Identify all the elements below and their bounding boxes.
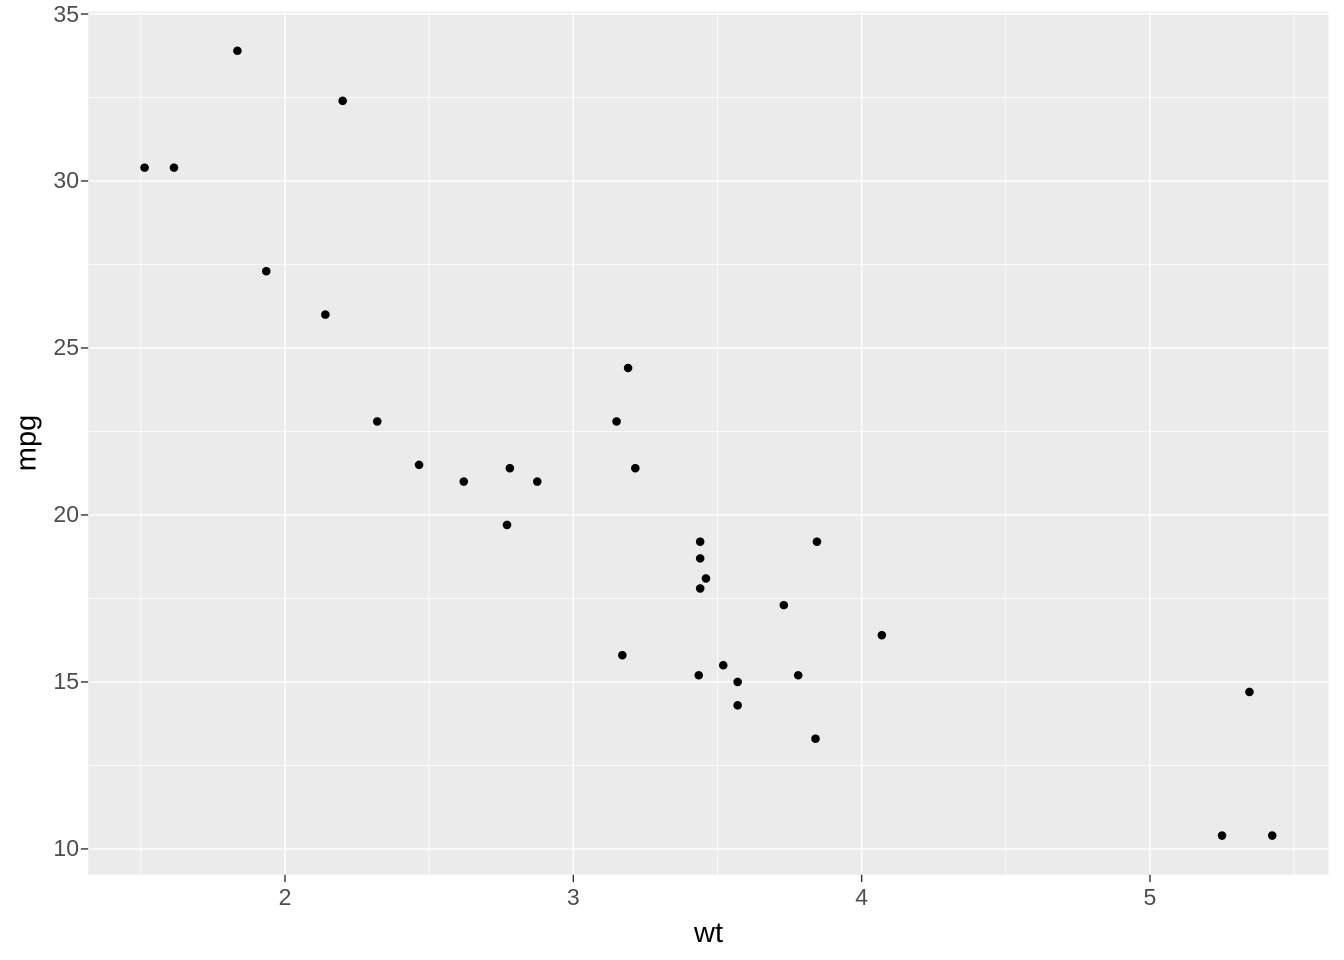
y-tick-label: 20: [53, 501, 79, 528]
data-point: [372, 417, 382, 426]
data-point: [733, 701, 742, 710]
data-point: [812, 537, 822, 546]
data-point: [793, 670, 803, 680]
data-point: [140, 163, 149, 172]
data-point: [733, 677, 742, 687]
data-point: [694, 670, 704, 680]
data-point: [811, 734, 820, 744]
plot-panel: [88, 11, 1329, 875]
data-point: [1267, 831, 1277, 840]
y-tick-label: 35: [53, 0, 79, 27]
data-point: [1245, 687, 1254, 697]
data-point: [502, 520, 512, 530]
data-point: [695, 554, 705, 563]
data-point: [701, 574, 711, 583]
data-point: [612, 417, 621, 426]
data-point: [718, 660, 728, 670]
data-point: [779, 600, 789, 610]
x-tick-label: 2: [278, 884, 292, 910]
data-point: [338, 96, 347, 106]
x-tick-label: 4: [855, 884, 869, 910]
data-point: [695, 584, 705, 593]
data-point: [631, 463, 640, 473]
data-point: [695, 537, 705, 546]
x-axis-title: wt: [694, 917, 723, 949]
data-point: [618, 650, 627, 660]
y-tick-label: 25: [53, 334, 79, 361]
data-point: [623, 363, 633, 373]
x-tick-label: 3: [566, 884, 580, 910]
x-tick-label: 5: [1143, 884, 1157, 910]
data-point: [1217, 831, 1227, 840]
y-tick-label: 10: [53, 835, 79, 862]
data-point: [877, 630, 887, 640]
y-axis-title: mpg: [10, 414, 43, 472]
data-point: [414, 460, 424, 470]
data-point: [321, 310, 330, 319]
data-point: [505, 463, 515, 473]
data-point: [261, 266, 271, 276]
y-tick-label: 30: [53, 167, 79, 194]
data-point: [233, 46, 242, 56]
data-point: [459, 477, 469, 486]
y-tick-label: 15: [53, 668, 79, 695]
data-point: [532, 477, 542, 486]
data-point: [169, 163, 179, 172]
